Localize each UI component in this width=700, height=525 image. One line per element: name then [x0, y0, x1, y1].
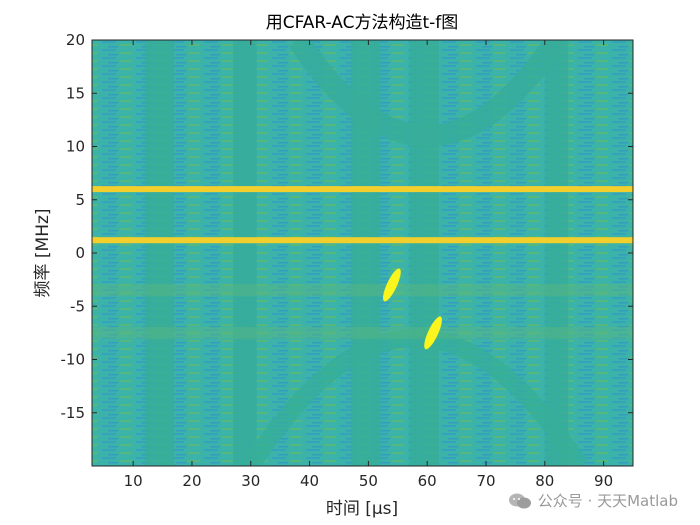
vertical-band: [409, 40, 439, 466]
vertical-band: [144, 40, 175, 466]
hot-spot: [383, 268, 401, 302]
watermark-text: 公众号 · 天天Matlab: [537, 492, 678, 510]
feature-layer: [92, 40, 633, 466]
watermark: 公众号 · 天天Matlab: [508, 490, 678, 511]
y-tick-label: 5: [75, 191, 85, 209]
vertical-band: [544, 40, 569, 466]
y-tick-label: -10: [61, 351, 86, 369]
x-tick-label: 40: [300, 472, 319, 490]
y-tick-label: -15: [61, 404, 86, 422]
y-axis: 20 15 10 5 0 -5 -10 -15: [61, 31, 633, 422]
y-tick-label: 0: [75, 244, 85, 262]
faint-band: [92, 284, 633, 297]
x-tick-label: 50: [359, 472, 378, 490]
faint-band: [92, 326, 633, 339]
y-tick-label: 20: [66, 31, 85, 49]
x-tick-label: 20: [182, 472, 201, 490]
x-axis: 10 20 30 40 50 60 70 80 90: [124, 40, 613, 490]
x-tick-label: 30: [241, 472, 260, 490]
plot-area: [92, 40, 633, 466]
chirp-curve: [243, 329, 588, 466]
vertical-band: [233, 40, 257, 466]
x-axis-label: 时间 [μs]: [326, 499, 398, 519]
horizontal-line: [92, 237, 633, 244]
wechat-icon: [508, 493, 531, 508]
y-axis-label: 频率 [MHz]: [33, 208, 53, 297]
y-tick-label: -5: [70, 297, 85, 315]
chart-title: 用CFAR-AC方法构造t-f图: [266, 13, 459, 33]
hot-spot: [424, 316, 442, 350]
x-tick-label: 60: [418, 472, 437, 490]
horizontal-line: [92, 186, 633, 193]
x-tick-label: 80: [535, 472, 554, 490]
x-tick-label: 90: [594, 472, 613, 490]
y-tick-label: 15: [66, 84, 85, 102]
y-tick-label: 10: [66, 138, 85, 156]
x-tick-label: 70: [476, 472, 495, 490]
chirp-curve: [288, 40, 566, 147]
x-tick-label: 10: [124, 472, 143, 490]
